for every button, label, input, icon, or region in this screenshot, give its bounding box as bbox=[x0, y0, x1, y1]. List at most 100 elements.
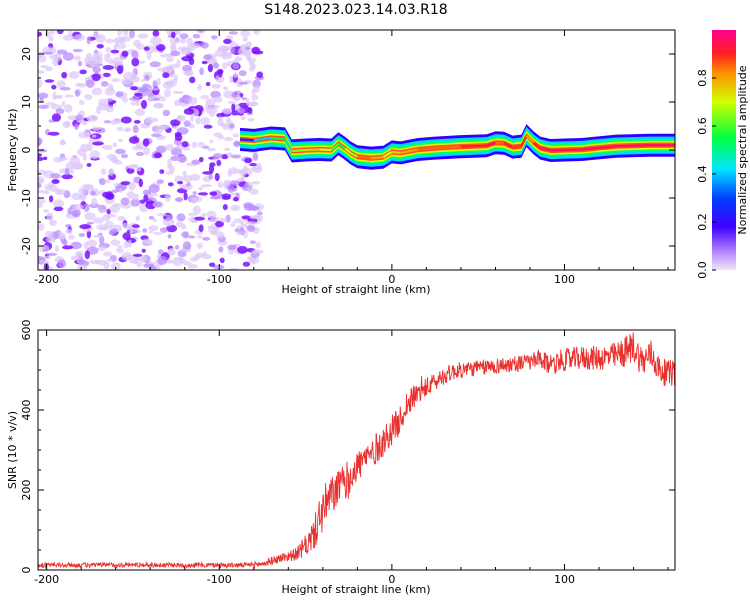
noise-blob bbox=[132, 124, 139, 134]
noise-blob bbox=[191, 159, 201, 165]
noise-blob bbox=[109, 230, 117, 235]
noise-blob bbox=[121, 50, 129, 57]
noise-blob bbox=[108, 168, 115, 176]
noise-blob bbox=[75, 82, 82, 87]
noise-blob bbox=[249, 163, 257, 167]
noise-blob bbox=[189, 76, 196, 84]
y-tick-label: 200 bbox=[20, 480, 33, 501]
snr-panel: -200 -100 0 100 0 200 400 600 Height of straig… bbox=[6, 320, 676, 596]
signal-ridge bbox=[239, 124, 675, 170]
noise-blob bbox=[193, 196, 203, 202]
noise-blob bbox=[247, 205, 260, 211]
noise-blob bbox=[97, 245, 107, 251]
noise-blob bbox=[106, 153, 117, 160]
noise-blob bbox=[182, 241, 192, 251]
noise-blob bbox=[56, 189, 67, 195]
noise-blob bbox=[148, 230, 154, 234]
noise-blob bbox=[136, 166, 142, 172]
noise-blob bbox=[233, 218, 243, 224]
noise-blob bbox=[56, 80, 66, 88]
noise-blob bbox=[183, 192, 188, 201]
x-tick-label: -200 bbox=[34, 273, 59, 286]
noise-blob bbox=[246, 186, 252, 193]
noise-blob bbox=[95, 34, 106, 43]
noise-blob bbox=[120, 181, 131, 186]
noise-blob bbox=[72, 48, 83, 53]
noise-blob bbox=[127, 239, 132, 248]
noise-blob bbox=[248, 67, 254, 72]
noise-blob bbox=[243, 229, 248, 239]
noise-blob bbox=[227, 169, 232, 177]
ridge-peak-segment bbox=[337, 142, 346, 150]
noise-blob bbox=[104, 220, 114, 229]
noise-blob bbox=[165, 144, 175, 151]
noise-blob bbox=[178, 184, 189, 189]
y-tick-label: -10 bbox=[20, 189, 33, 207]
noise-blob bbox=[212, 264, 225, 270]
noise-blob bbox=[118, 188, 124, 193]
noise-blob bbox=[38, 203, 44, 208]
noise-blob bbox=[62, 121, 71, 129]
noise-blob bbox=[142, 228, 148, 233]
noise-blob bbox=[78, 187, 86, 194]
noise-blob bbox=[171, 31, 176, 39]
noise-blob bbox=[162, 72, 170, 79]
noise-blob bbox=[45, 102, 56, 106]
noise-blob bbox=[224, 147, 231, 152]
noise-blob bbox=[71, 210, 79, 217]
noise-blob bbox=[107, 58, 114, 64]
noise-blob bbox=[133, 253, 143, 257]
noise-blob bbox=[245, 51, 252, 60]
noise-blob bbox=[93, 52, 103, 58]
noise-blob bbox=[210, 217, 220, 220]
ridge-peak-segment bbox=[344, 147, 352, 154]
noise-blob bbox=[175, 221, 184, 228]
noise-blob bbox=[51, 113, 62, 122]
noise-blob bbox=[106, 52, 111, 58]
ridge-peak-segment bbox=[434, 145, 461, 150]
noise-blob bbox=[248, 101, 259, 107]
noise-blob bbox=[251, 94, 259, 101]
noise-blob bbox=[236, 231, 243, 235]
noise-blob bbox=[211, 35, 218, 40]
ridge-peak-segment bbox=[503, 142, 514, 149]
ridge-peak-segment bbox=[460, 144, 487, 148]
noise-blob bbox=[188, 57, 195, 66]
noise-blob bbox=[164, 89, 171, 98]
noise-blob bbox=[174, 245, 180, 250]
noise-blob bbox=[111, 78, 121, 83]
noise-blob bbox=[212, 153, 223, 159]
noise-blob bbox=[245, 221, 257, 225]
noise-blob bbox=[222, 107, 233, 115]
noise-blob bbox=[222, 62, 228, 70]
colorbar-tick-label: 0.6 bbox=[696, 117, 709, 135]
noise-blob bbox=[74, 123, 79, 130]
ridge-peak-segment bbox=[270, 136, 285, 141]
noise-blob bbox=[186, 37, 193, 46]
noise-blob bbox=[200, 213, 207, 218]
noise-blob bbox=[73, 34, 85, 42]
noise-blob bbox=[252, 152, 259, 161]
noise-blob bbox=[182, 94, 189, 99]
spectrogram-x-axis-label: Height of straight line (km) bbox=[281, 283, 430, 296]
noise-blob bbox=[129, 30, 136, 39]
noise-blob bbox=[183, 108, 195, 115]
noise-blob bbox=[197, 235, 203, 239]
x-tick-label: -100 bbox=[207, 273, 232, 286]
noise-blob bbox=[43, 209, 50, 213]
noise-blob bbox=[116, 126, 124, 132]
noise-blob bbox=[78, 99, 85, 105]
noise-blob bbox=[120, 36, 132, 42]
noise-blob bbox=[105, 178, 111, 184]
noise-blob bbox=[129, 97, 140, 101]
colorbar bbox=[712, 30, 736, 270]
noise-blob bbox=[149, 266, 161, 270]
noise-blob bbox=[198, 30, 204, 33]
noise-blob bbox=[149, 61, 161, 68]
noise-blob bbox=[180, 48, 192, 56]
noise-blob bbox=[146, 51, 152, 60]
noise-blob bbox=[234, 56, 243, 62]
spectrogram-y-ticks: -20 -10 0 10 20 bbox=[20, 29, 675, 271]
noise-blob bbox=[142, 138, 150, 147]
y-tick-label: -20 bbox=[20, 237, 33, 255]
